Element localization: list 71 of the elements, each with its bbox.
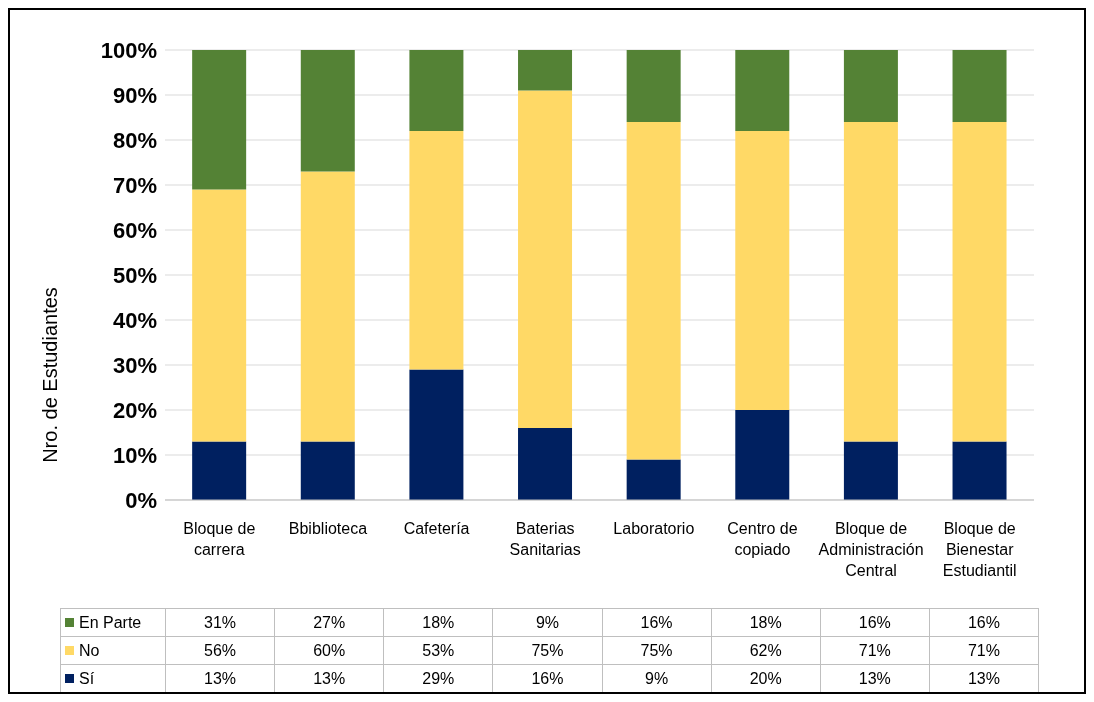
x-tick-label: Centro de copiado — [727, 520, 798, 558]
data-label: 27% — [274, 608, 384, 636]
data-label: 13% — [928, 664, 1038, 692]
y-tick-label: 10% — [112, 442, 157, 468]
bar — [626, 122, 681, 460]
y-tick-label: 20% — [112, 397, 157, 423]
bar — [518, 50, 573, 91]
data-label: 75% — [492, 636, 602, 664]
y-axis-title: Nro. de Estudiantes — [39, 287, 62, 463]
bar — [843, 50, 898, 122]
x-tick-label: Laboratorio — [613, 520, 695, 537]
data-label: 71% — [928, 636, 1038, 664]
legend-label: En Parte — [79, 613, 142, 632]
x-tick-label: Bloque de carrera — [183, 520, 256, 558]
y-tick-label: 70% — [112, 172, 157, 198]
bar — [192, 441, 247, 500]
bar — [192, 50, 247, 190]
data-label: 75% — [601, 636, 711, 664]
data-label: 20% — [710, 664, 820, 692]
bar — [626, 459, 681, 500]
bar — [952, 122, 1007, 442]
y-tick-label: 60% — [112, 217, 157, 243]
y-tick-label: 40% — [112, 307, 157, 333]
data-label: 13% — [819, 664, 929, 692]
y-tick-label: 30% — [112, 352, 157, 378]
data-label: 18% — [383, 608, 493, 636]
data-label: 29% — [383, 664, 493, 692]
data-label: 53% — [383, 636, 493, 664]
x-tick-label: Cafetería — [403, 520, 470, 537]
bar — [735, 50, 790, 131]
bar — [735, 131, 790, 410]
bar — [626, 50, 681, 122]
bar — [409, 369, 464, 500]
x-tick-label: Bbiblioteca — [288, 520, 368, 537]
data-label: 56% — [165, 636, 275, 664]
bar — [952, 50, 1007, 122]
data-label: 9% — [601, 664, 711, 692]
bar — [300, 50, 355, 172]
data-label: 16% — [819, 608, 929, 636]
bar — [518, 90, 573, 428]
y-tick-label: 100% — [100, 37, 157, 63]
data-label: 16% — [601, 608, 711, 636]
bar — [409, 131, 464, 370]
y-tick-label: 0% — [125, 487, 157, 513]
bar — [409, 50, 464, 131]
bar — [843, 122, 898, 442]
data-label: 18% — [710, 608, 820, 636]
data-label: 9% — [492, 608, 602, 636]
x-tick-label: Bloque de Administración Central — [818, 520, 924, 579]
data-label: 71% — [819, 636, 929, 664]
bar — [300, 171, 355, 442]
x-tick-label: Bloque de Bienestar Estudiantil — [942, 520, 1017, 579]
data-label: 13% — [165, 664, 275, 692]
bar — [735, 410, 790, 500]
bar — [843, 441, 898, 500]
bar — [192, 189, 247, 442]
bar — [952, 441, 1007, 500]
data-label: 31% — [165, 608, 275, 636]
data-label: 60% — [274, 636, 384, 664]
y-tick-label: 90% — [112, 82, 157, 108]
y-tick-label: 50% — [112, 262, 157, 288]
data-label: 16% — [928, 608, 1038, 636]
legend-label: No — [79, 641, 100, 660]
bar — [518, 428, 573, 500]
legend-label: Sí — [79, 669, 95, 688]
data-label: 62% — [710, 636, 820, 664]
data-label: 13% — [274, 664, 384, 692]
x-tick-label: Baterias Sanitarias — [509, 520, 581, 558]
data-label: 16% — [492, 664, 602, 692]
bar — [300, 441, 355, 500]
y-tick-label: 80% — [112, 127, 157, 153]
